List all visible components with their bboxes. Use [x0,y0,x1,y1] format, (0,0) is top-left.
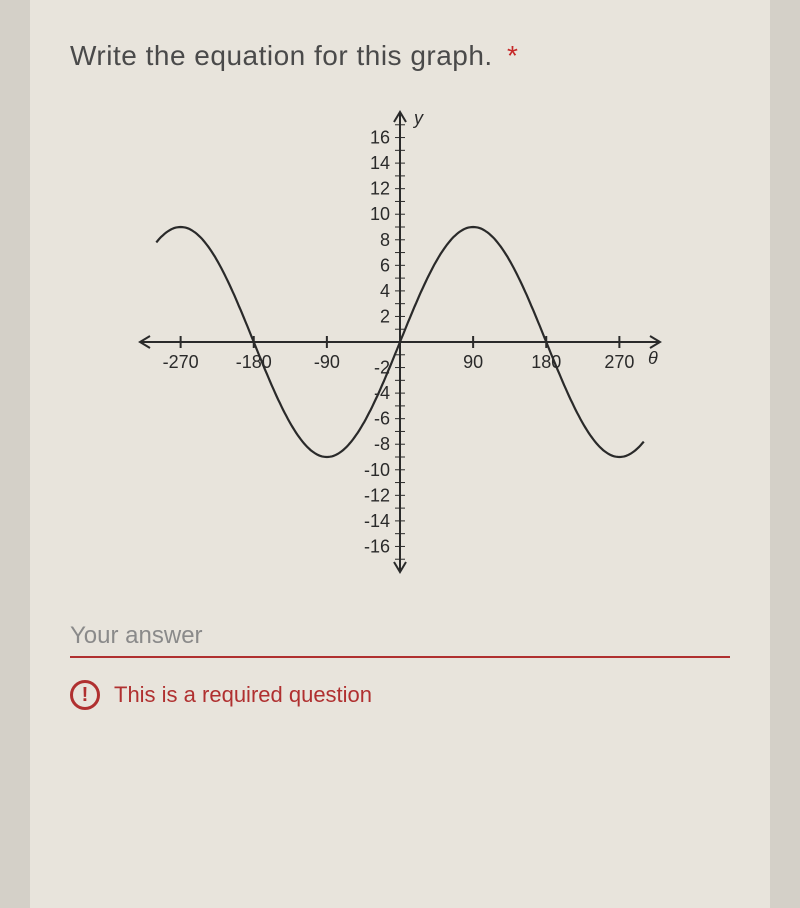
question-title: Write the equation for this graph. * [70,40,730,72]
svg-text:8: 8 [380,230,390,250]
error-message: This is a required question [114,682,372,708]
svg-text:-180: -180 [236,352,272,372]
svg-text:14: 14 [370,153,390,173]
svg-text:6: 6 [380,255,390,275]
svg-text:y: y [412,108,424,128]
svg-text:16: 16 [370,128,390,148]
alert-glyph: ! [82,684,89,707]
svg-text:-16: -16 [364,536,390,556]
svg-text:-12: -12 [364,485,390,505]
svg-text:12: 12 [370,179,390,199]
svg-text:-270: -270 [163,352,199,372]
alert-icon: ! [70,680,100,710]
svg-text:-90: -90 [314,352,340,372]
question-text: Write the equation for this graph. [70,40,493,71]
required-star: * [507,40,518,71]
svg-text:θ: θ [648,348,658,368]
svg-text:90: 90 [463,352,483,372]
question-card: Write the equation for this graph. * yθ2… [30,0,770,908]
svg-text:-14: -14 [364,511,390,531]
svg-text:2: 2 [380,306,390,326]
answer-input[interactable] [70,622,730,658]
svg-text:-8: -8 [374,434,390,454]
graph-container: yθ246810121416-2-4-6-8-10-12-14-16-270-1… [70,102,730,582]
error-row: ! This is a required question [70,680,730,710]
graph-image: yθ246810121416-2-4-6-8-10-12-14-16-270-1… [120,102,680,582]
svg-text:-10: -10 [364,460,390,480]
svg-text:4: 4 [380,281,390,301]
svg-text:10: 10 [370,204,390,224]
svg-text:-6: -6 [374,409,390,429]
answer-section [70,622,730,658]
svg-text:270: 270 [604,352,634,372]
